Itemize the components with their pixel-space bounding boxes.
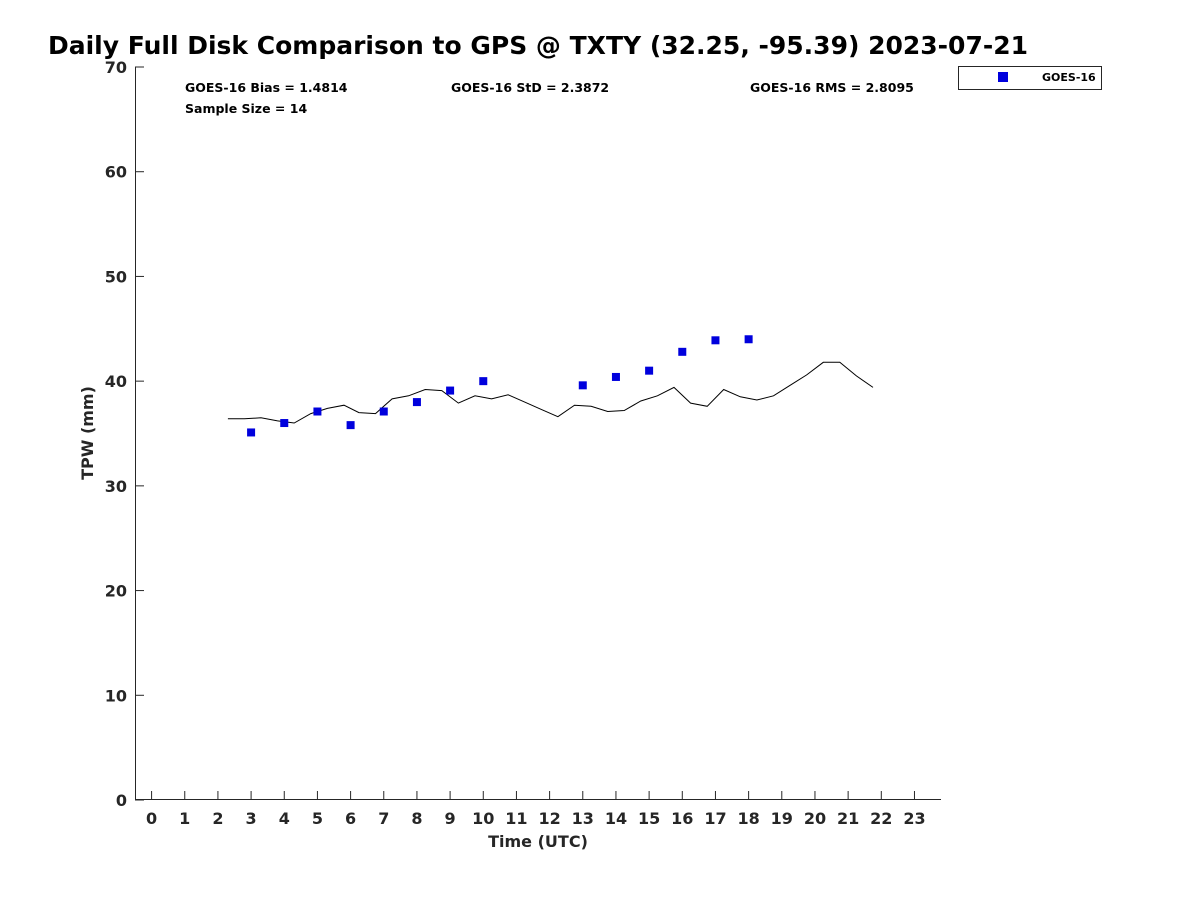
x-tick-label: 2 bbox=[212, 809, 223, 828]
y-tick-label: 20 bbox=[105, 582, 127, 601]
x-tick-label: 16 bbox=[671, 809, 693, 828]
chart-title: Daily Full Disk Comparison to GPS @ TXTY… bbox=[48, 31, 1028, 60]
x-tick-label: 9 bbox=[445, 809, 456, 828]
x-tick-label: 0 bbox=[146, 809, 157, 828]
x-tick-label: 20 bbox=[804, 809, 826, 828]
goes16-point bbox=[479, 377, 488, 386]
y-tick-label: 0 bbox=[116, 791, 127, 810]
x-axis-label: Time (UTC) bbox=[488, 832, 588, 851]
y-tick-label: 60 bbox=[105, 163, 127, 182]
x-tick-label: 17 bbox=[704, 809, 726, 828]
goes16-point bbox=[711, 336, 720, 345]
stats-block: GOES-16 Bias = 1.4814 GOES-16 StD = 2.38… bbox=[185, 80, 914, 116]
x-tick-label: 18 bbox=[737, 809, 759, 828]
x-tick-label: 14 bbox=[605, 809, 627, 828]
x-tick-label: 21 bbox=[837, 809, 859, 828]
goes16-point bbox=[611, 372, 620, 381]
goes16-point bbox=[578, 381, 587, 390]
y-tick-label: 40 bbox=[105, 372, 127, 391]
x-tick-label: 23 bbox=[903, 809, 925, 828]
goes16-point bbox=[346, 421, 355, 430]
x-tick-label: 13 bbox=[572, 809, 594, 828]
y-tick-label: 50 bbox=[105, 267, 127, 286]
x-tick-label: 19 bbox=[771, 809, 793, 828]
legend-label-goes16: GOES-16 bbox=[1042, 71, 1096, 84]
stat-rms: GOES-16 RMS = 2.8095 bbox=[750, 80, 914, 95]
x-tick-label: 11 bbox=[505, 809, 527, 828]
stat-std: GOES-16 StD = 2.3872 bbox=[451, 80, 609, 95]
x-tick-label: 3 bbox=[246, 809, 257, 828]
stat-bias: GOES-16 Bias = 1.4814 bbox=[185, 80, 348, 95]
y-tick-label: 70 bbox=[105, 58, 127, 77]
goes16-point bbox=[313, 407, 322, 416]
goes16-point bbox=[280, 419, 289, 428]
goes16-point bbox=[412, 398, 421, 407]
goes16-point bbox=[379, 407, 388, 416]
y-ticks: 0 10 20 30 40 50 60 70 bbox=[105, 58, 144, 810]
x-tick-label: 10 bbox=[472, 809, 494, 828]
x-ticks: 0 1 2 3 4 5 6 7 8 9 10 11 12 13 14 15 16 17 18 19 20 21 22 23 bbox=[146, 791, 926, 828]
goes16-point bbox=[678, 347, 687, 356]
y-axis-label: TPW (mm) bbox=[78, 386, 97, 480]
axes bbox=[135, 67, 941, 800]
x-tick-label: 5 bbox=[312, 809, 323, 828]
y-tick-label: 30 bbox=[105, 477, 127, 496]
plot-area bbox=[227, 335, 874, 437]
goes16-point bbox=[247, 428, 256, 437]
x-tick-label: 15 bbox=[638, 809, 660, 828]
x-tick-label: 22 bbox=[870, 809, 892, 828]
x-tick-label: 8 bbox=[411, 809, 422, 828]
legend-box bbox=[958, 66, 1102, 90]
goes16-point bbox=[446, 386, 455, 395]
gps-line bbox=[227, 361, 874, 424]
x-tick-label: 4 bbox=[279, 809, 290, 828]
legend: GOES-16 bbox=[958, 66, 1102, 90]
x-tick-label: 7 bbox=[378, 809, 389, 828]
x-tick-label: 12 bbox=[538, 809, 560, 828]
x-tick-label: 1 bbox=[179, 809, 190, 828]
legend-marker bbox=[998, 72, 1008, 82]
stat-sample-size: Sample Size = 14 bbox=[185, 101, 307, 116]
x-tick-label: 6 bbox=[345, 809, 356, 828]
goes16-point bbox=[744, 335, 753, 344]
goes16-point bbox=[645, 366, 654, 375]
y-tick-label: 10 bbox=[105, 686, 127, 705]
